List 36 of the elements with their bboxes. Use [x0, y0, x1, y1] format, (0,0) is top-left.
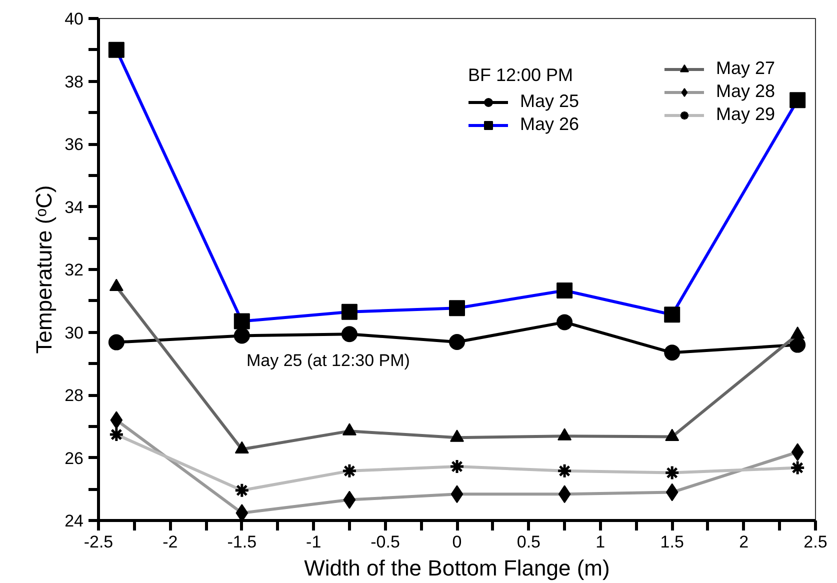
annotation: May 25 (at 12:30 PM) [246, 351, 410, 370]
y-axis-title: Temperature (ᵒC) [32, 185, 57, 354]
legend-label: May 26 [520, 114, 580, 135]
legend-label: May 29 [716, 104, 775, 125]
point [341, 326, 358, 342]
legend-label: May 27 [716, 58, 775, 79]
x-tick-label: -2.5 [84, 532, 114, 552]
y-tick-label: 28 [64, 386, 84, 405]
point [664, 344, 680, 361]
y-tick-label: 32 [64, 260, 84, 280]
x-tick-label: 0 [452, 532, 462, 552]
point [108, 334, 124, 350]
x-tick-label: 2.5 [804, 532, 828, 552]
legend-label: May 25 [520, 91, 580, 112]
y-tick-label: 34 [64, 198, 84, 217]
legend-label: May 28 [716, 81, 775, 102]
x-tick-label: 1 [596, 532, 606, 552]
y-tick-label: 40 [64, 10, 84, 28]
point [556, 314, 573, 330]
y-tick-label: 24 [64, 512, 84, 530]
point [790, 336, 806, 353]
y-tick-label: 36 [64, 135, 84, 154]
x-tick-label: -0.5 [370, 532, 400, 552]
x-tick-label: 2 [739, 532, 749, 552]
x-tick-label: 0.5 [516, 532, 541, 552]
x-tick-label: -1 [306, 532, 322, 552]
x-axis-title: Width of the Bottom Flange (m) [304, 556, 610, 580]
x-tick-label: -1.5 [227, 532, 257, 552]
x-tick-label: 1.5 [660, 532, 684, 552]
y-tick-label: 30 [64, 323, 84, 342]
y-tick-label: 38 [64, 72, 84, 92]
x-tick-label: -2 [162, 532, 178, 552]
point [449, 334, 465, 350]
legend-title: BF 12:00 PM [468, 65, 574, 86]
point [234, 328, 250, 344]
y-tick-label: 26 [64, 448, 84, 468]
